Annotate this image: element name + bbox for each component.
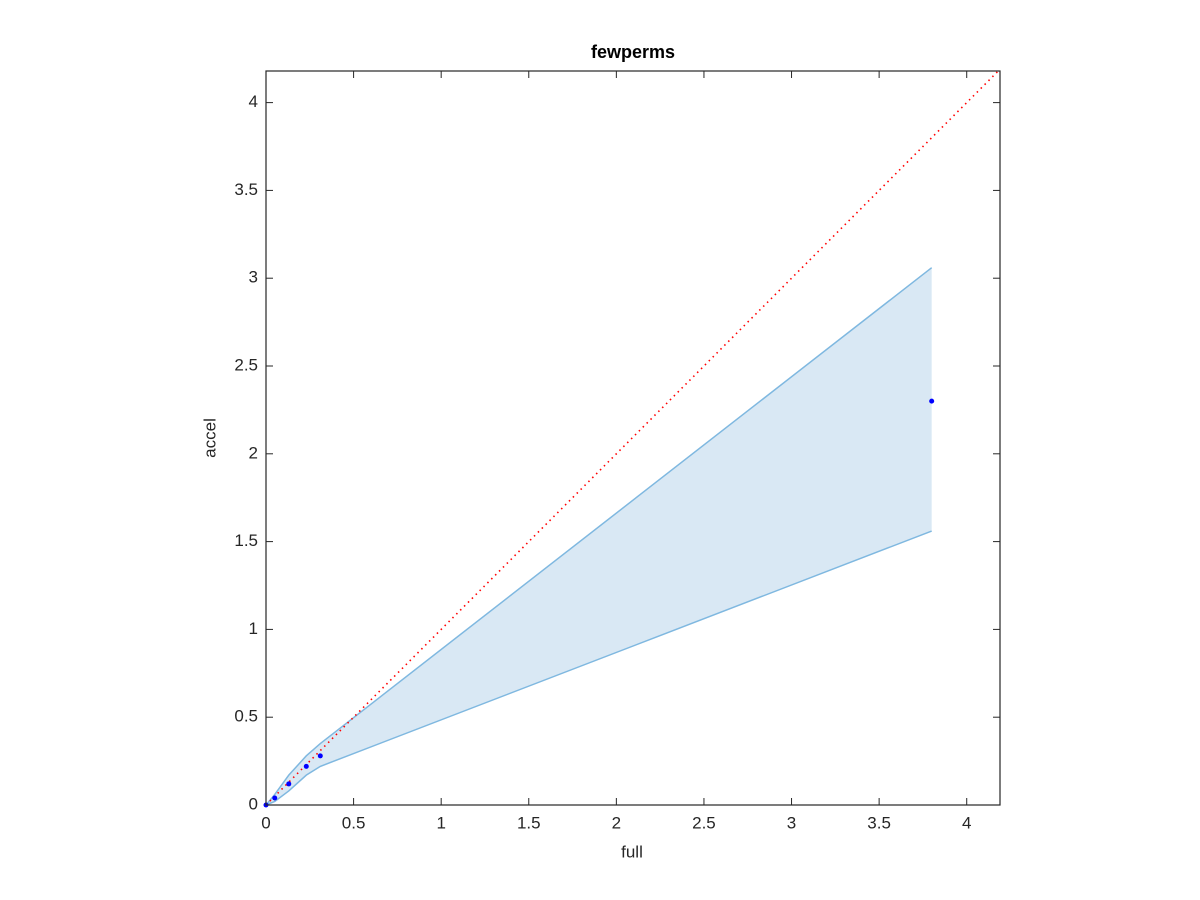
point: [929, 398, 935, 404]
x-tick-label: 2: [612, 813, 621, 832]
y-tick-label: 3.5: [234, 180, 258, 199]
point: [317, 753, 323, 759]
x-tick-label: 4: [962, 813, 971, 832]
point: [286, 781, 292, 787]
band-area: [266, 267, 932, 805]
x-tick-label: 0: [261, 813, 270, 832]
x-tick-label: 3.5: [867, 813, 891, 832]
y-axis-label: accel: [200, 418, 219, 458]
y-tick-label: 1: [249, 619, 258, 638]
band-lower: [265, 530, 932, 806]
y-tick-label: 1.5: [234, 531, 258, 550]
x-tick-label: 1: [436, 813, 445, 832]
y-tick-label: 2.5: [234, 355, 258, 374]
y-tick-label: 2: [249, 443, 258, 462]
y-tick-label: 4: [249, 92, 258, 111]
y-tick-label: 0: [249, 794, 258, 813]
reference-line: [265, 70, 999, 806]
chart-title: fewperms: [591, 42, 675, 62]
x-tick-label: 2.5: [692, 813, 716, 832]
y-tick-label: 0.5: [234, 707, 258, 726]
x-tick-label: 3: [787, 813, 796, 832]
axes-box: [265, 70, 1001, 806]
point: [272, 795, 278, 801]
x-tick-label: 1.5: [517, 813, 541, 832]
y-tick-label: 3: [249, 268, 258, 287]
x-axis-label: full: [621, 842, 643, 861]
x-tick-label: 0.5: [342, 813, 366, 832]
point: [303, 763, 309, 769]
